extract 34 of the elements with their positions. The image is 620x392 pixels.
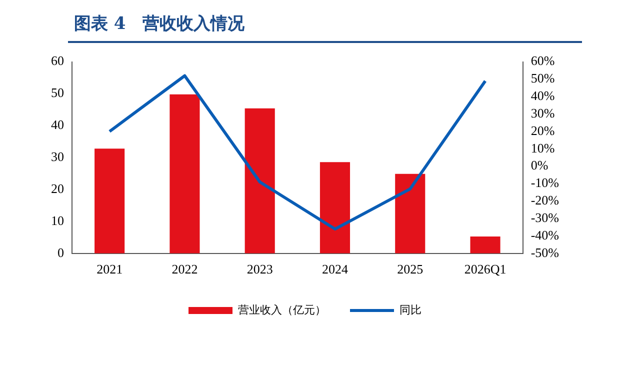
y2-tick-label: 40% (530, 88, 555, 104)
bar (320, 162, 350, 254)
y2-tick-label: 30% (530, 105, 555, 120)
bar (470, 236, 500, 254)
x-tick-label: 2024 (322, 262, 348, 277)
y-tick-label: 30 (51, 149, 64, 164)
x-tick-label: 2025 (397, 262, 424, 277)
x-tick-label: 2022 (172, 262, 198, 277)
legend-label: 营业收入（亿元） (238, 303, 326, 316)
y-tick-label: 50 (51, 85, 64, 100)
y2-tick-label: -30% (530, 210, 560, 225)
y2-tick-label: 20% (530, 122, 555, 138)
y-tick-label: 40 (51, 117, 64, 132)
y2-tick-label: -20% (530, 192, 560, 208)
y2-tick-label: 60% (530, 53, 555, 68)
y-tick-label: 0 (58, 244, 64, 260)
y2-tick-label: -40% (530, 227, 560, 242)
y-tick-label: 60 (51, 53, 64, 68)
y2-tick-label: 50% (530, 70, 555, 86)
y2-tick-label: -50% (530, 244, 560, 260)
y-tick-label: 20 (51, 180, 64, 196)
chart-title: 图表 4 营收收入情况 (68, 8, 582, 43)
y2-tick-label: 0% (530, 158, 548, 173)
bar (170, 94, 200, 254)
legend-label: 同比 (400, 303, 422, 316)
bar (94, 148, 125, 254)
bar (244, 108, 275, 254)
bar (395, 174, 426, 254)
x-tick-label: 2026Q1 (464, 262, 506, 277)
y2-tick-label: 10% (530, 140, 555, 156)
y2-tick-label: -10% (530, 175, 560, 190)
x-tick-label: 2021 (96, 262, 123, 277)
y-tick-label: 10 (51, 212, 64, 228)
x-tick-label: 2023 (246, 262, 273, 277)
